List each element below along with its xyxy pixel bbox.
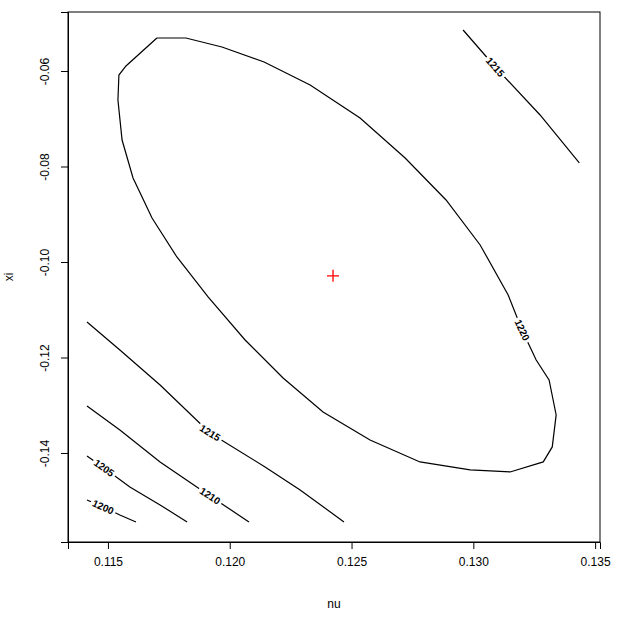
contour-label-group: 1210 [196, 484, 224, 508]
y-tick: -0.10 [38, 249, 68, 277]
contour-label-group: 1205 [90, 456, 118, 480]
contour-label-background [482, 53, 508, 80]
contour-line [87, 322, 344, 522]
x-tick-label: 0.130 [459, 555, 489, 569]
x-axis-title: nu [327, 597, 340, 611]
plot-area [87, 30, 579, 522]
contour-label-group: 1200 [89, 497, 118, 518]
y-tick-mark [61, 453, 68, 454]
y-tick: -0.12 [38, 344, 68, 372]
x-tick: 0.115 [94, 542, 123, 569]
contour-label-group: 1215 [196, 421, 224, 444]
contour-label-background [90, 456, 118, 480]
y-axis-title: xi [2, 273, 16, 282]
y-axis: -0.14 -0.12 -0.10 -0.08 -0.06 [38, 13, 69, 543]
contour-label: 1205 [92, 457, 117, 479]
contour-label-background [511, 316, 532, 345]
plot-frame [68, 12, 600, 542]
x-axis: 0.115 0.120 0.125 0.130 0.135 [69, 542, 611, 569]
x-tick: 0.130 [459, 542, 489, 569]
chart: 0.115 0.120 0.125 0.130 0.135 -0.14 -0.12 -0.10… [0, 0, 625, 625]
x-tick-label: 0.115 [94, 555, 123, 569]
x-tick-mark [473, 542, 474, 549]
contour-label: 1215 [484, 55, 507, 79]
y-tick-label: -0.14 [38, 440, 52, 468]
y-tick-label: -0.12 [38, 344, 52, 372]
contour-label-background [89, 497, 118, 518]
x-tick-mark [595, 542, 596, 549]
y-tick: -0.08 [38, 153, 68, 181]
x-tick-mark [230, 542, 231, 549]
contour-label: 1215 [198, 422, 223, 443]
contour-line [87, 406, 249, 522]
point-marker [327, 270, 339, 282]
y-tick-mark [61, 167, 68, 168]
x-tick-mark [352, 542, 353, 549]
contour-label-group: 1215 [482, 53, 508, 80]
x-tick-mark [108, 542, 109, 549]
contour-line [463, 30, 579, 163]
y-tick-mark [61, 358, 68, 359]
x-tick-label: 0.125 [337, 555, 367, 569]
y-tick: -0.06 [38, 58, 68, 86]
y-tick: -0.14 [38, 440, 68, 468]
y-tick-mark [61, 71, 68, 72]
contour-label: 1220 [512, 318, 532, 343]
contour-label: 1200 [91, 497, 116, 516]
contour-label-background [196, 484, 224, 508]
x-tick: 0.135 [581, 542, 611, 569]
y-tick-label: -0.08 [38, 153, 52, 181]
contour-label: 1210 [198, 485, 223, 507]
y-tick-mark [61, 262, 68, 263]
contour-label-group: 1220 [511, 316, 532, 345]
y-axis-line [61, 13, 69, 543]
x-tick: 0.120 [215, 542, 245, 569]
contour-line [87, 456, 187, 522]
x-tick-label: 0.120 [215, 555, 245, 569]
contour-labels: 1220 1215 1215 1210 1205 1200 [89, 53, 533, 517]
x-axis-line [69, 543, 601, 550]
y-tick-label: -0.06 [38, 58, 52, 86]
contour-label-background [196, 421, 224, 444]
x-tick-label: 0.135 [581, 555, 611, 569]
x-tick: 0.125 [337, 542, 367, 569]
y-tick-label: -0.10 [38, 249, 52, 277]
